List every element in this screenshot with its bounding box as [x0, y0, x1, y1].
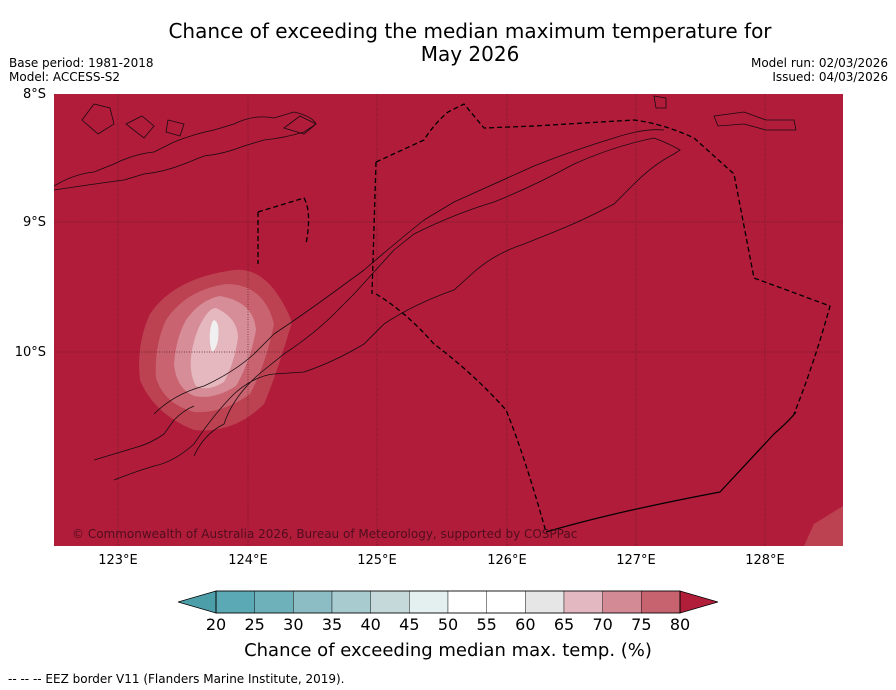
colorbar-tick-45: 45	[399, 615, 420, 634]
colorbar-over-arrow	[679, 590, 718, 614]
lon-label-125e: 125°E	[357, 553, 397, 568]
coast-timor-west	[93, 405, 195, 461]
colorbar-tick-35: 35	[321, 615, 343, 634]
lat-label-10s: 10°S	[14, 345, 46, 360]
field-corner-75	[804, 506, 843, 546]
colorbar-bin-50-55	[447, 590, 487, 614]
colorbar-tick-75: 75	[631, 615, 652, 634]
lon-label-128e: 128°E	[745, 553, 785, 568]
coastlines	[54, 95, 797, 481]
coast-wetar	[713, 111, 797, 131]
lon-label-123e: 123°E	[98, 553, 138, 568]
lon-label-126e: 126°E	[487, 553, 527, 568]
colorbar-frame	[215, 590, 681, 614]
colorbar-tick-60: 60	[515, 615, 536, 634]
title-line-1: Chance of exceeding the median maximum t…	[168, 19, 772, 43]
colorbar-bin-25-30	[254, 590, 294, 614]
map-title: Chance of exceeding the median maximum t…	[140, 20, 800, 66]
colorbar-bin-40-45	[370, 590, 410, 614]
colorbar-tick-30: 30	[283, 615, 304, 634]
colorbar-bin-75-80	[641, 590, 681, 614]
eez-border-timor-leste-a	[257, 197, 310, 264]
colorbar-bin-60-65	[525, 590, 565, 614]
meta-left: Base period: 1981-2018 Model: ACCESS-S2	[9, 56, 154, 84]
lat-label-8s: 8°S	[22, 87, 46, 102]
colorbar-bin-55-60	[486, 590, 526, 614]
colorbar-tick-55: 55	[476, 615, 497, 634]
lat-label-9s: 9°S	[22, 215, 46, 230]
model-name: Model: ACCESS-S2	[9, 70, 121, 84]
colorbar-bin-30-35	[293, 590, 333, 614]
coast-alor	[653, 95, 667, 109]
lon-label-124e: 124°E	[228, 553, 268, 568]
footer-note: -- -- -- EEZ border V11 (Flanders Marine…	[8, 672, 345, 686]
eez-border-australia	[375, 293, 547, 533]
colorbar	[178, 590, 718, 614]
colorbar-bin-35-40	[331, 590, 371, 614]
lon-label-127e: 127°E	[616, 553, 656, 568]
meta-right: Model run: 02/03/2026 Issued: 04/03/2026	[751, 56, 888, 84]
colorbar-tick-50: 50	[437, 615, 459, 634]
colorbar-label: Chance of exceeding median max. temp. (%…	[244, 640, 652, 661]
colorbar-bin-45-50	[409, 590, 449, 614]
issued-date: Issued: 04/03/2026	[772, 70, 888, 84]
colorbar-tick-70: 70	[592, 615, 613, 634]
map-plot: © Commonwealth of Australia 2026, Bureau…	[54, 94, 843, 546]
model-run: Model run: 02/03/2026	[750, 56, 888, 70]
coast-flores-east	[54, 111, 317, 191]
colorbar-bin-70-75	[602, 590, 642, 614]
eez-borders	[257, 103, 831, 533]
copyright-text: © Commonwealth of Australia 2026, Bureau…	[72, 527, 577, 541]
colorbar-tick-65: 65	[553, 615, 575, 634]
coast-timor-south	[153, 129, 665, 415]
colorbar-tick-80: 80	[669, 615, 691, 634]
title-line-2: May 2026	[420, 42, 520, 66]
eez-border-timor-leste-b	[371, 103, 831, 415]
base-period: Base period: 1981-2018	[9, 56, 154, 70]
colorbar-bin-20-25	[215, 590, 255, 614]
contour-55	[209, 320, 219, 352]
coast-islands-north	[81, 103, 317, 139]
colorbar-tick-20: 20	[205, 615, 227, 634]
colorbar-bin-65-70	[563, 590, 603, 614]
colorbar-under-arrow	[178, 590, 217, 614]
colorbar-tick-40: 40	[360, 615, 381, 634]
colorbar-tick-25: 25	[244, 615, 265, 634]
graticule	[54, 94, 843, 546]
coast-timor-north	[113, 137, 681, 481]
eez-border-solid	[545, 411, 797, 533]
